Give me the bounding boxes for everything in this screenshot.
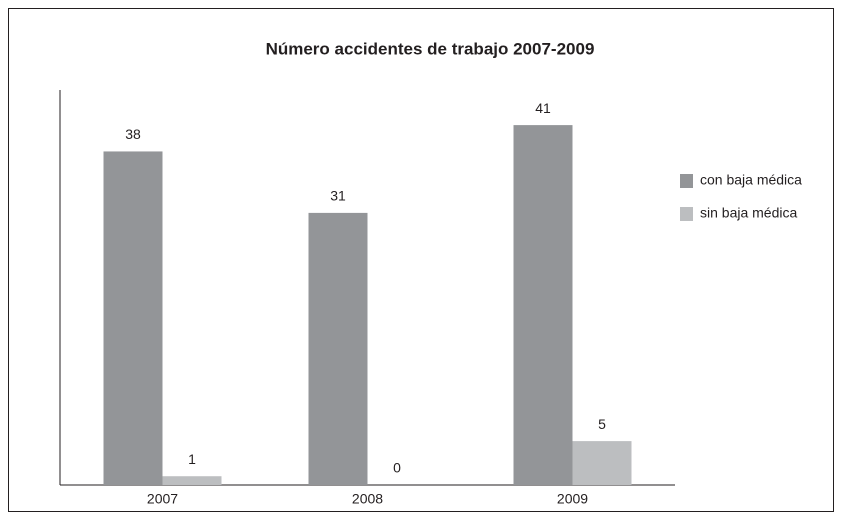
data-label: 31 — [330, 188, 346, 204]
data-label: 1 — [188, 451, 196, 467]
data-label: 38 — [125, 126, 141, 142]
legend-label: con baja médica — [700, 172, 802, 188]
x-tick-label: 2009 — [557, 491, 588, 507]
legend-swatch — [680, 207, 693, 221]
data-label: 5 — [598, 416, 606, 432]
x-tick-label: 2007 — [147, 491, 178, 507]
bar — [103, 151, 163, 485]
legend-swatch — [680, 174, 693, 188]
bar — [572, 441, 632, 485]
x-tick-label: 2008 — [352, 491, 383, 507]
bar — [308, 212, 368, 485]
legend-label: sin baja médica — [700, 205, 797, 221]
data-label: 0 — [393, 460, 401, 476]
bar — [513, 125, 573, 485]
frame — [8, 8, 834, 512]
chart-title: Número accidentes de trabajo 2007-2009 — [266, 39, 595, 58]
bar — [162, 476, 222, 485]
data-label: 41 — [535, 100, 551, 116]
